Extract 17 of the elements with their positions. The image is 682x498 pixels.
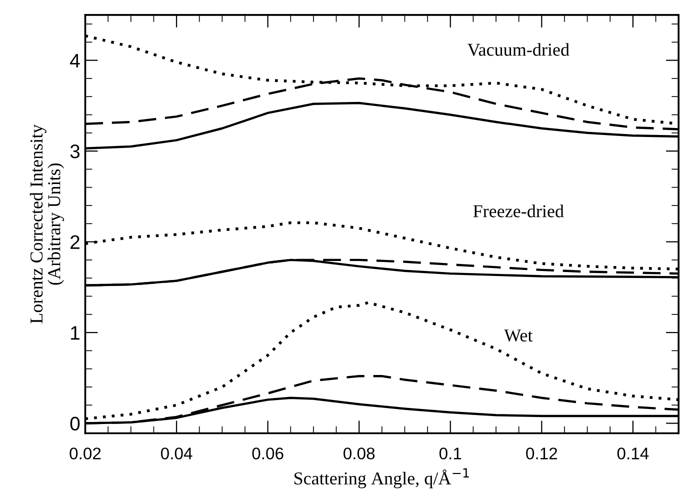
x-tick-label: 0.12 [526,448,558,460]
x-tick-label: 0.02 [70,448,101,460]
y-tick-label: 0 [70,416,80,431]
y-tick-label: 2 [70,235,80,249]
x-tick-label: 0.14 [617,448,649,460]
y-tick-label: 4 [70,54,80,68]
annotation: Vacuum-dried [467,43,570,56]
x-tick-label: 0.06 [252,448,284,460]
annotation: Wet [504,330,533,342]
x-tick-label: 0.08 [344,448,375,460]
x-axis-title: Scattering Angle, q/Å$^{−1}$ [294,468,469,488]
x-tick-label: 0.04 [160,448,192,460]
annotation: Freeze-dried [473,204,564,218]
y-tick-label: 3 [70,144,80,158]
y-axis-title: Lorentz Corrected Intensity (Arbitrary Units) [30,124,64,324]
x-tick-label: 0.1 [439,448,462,460]
y-tick-label: 1 [71,326,80,340]
